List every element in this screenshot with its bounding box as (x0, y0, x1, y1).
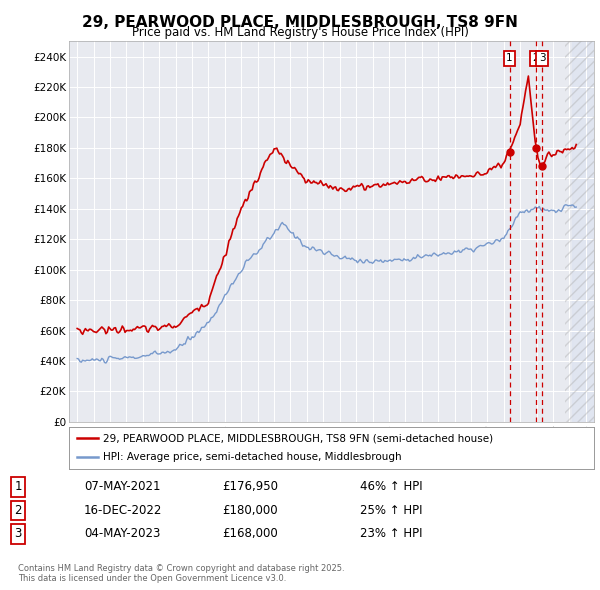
Text: 2: 2 (14, 504, 22, 517)
Text: 16-DEC-2022: 16-DEC-2022 (84, 504, 163, 517)
Text: HPI: Average price, semi-detached house, Middlesbrough: HPI: Average price, semi-detached house,… (103, 452, 402, 462)
Text: 1: 1 (14, 480, 22, 493)
Text: 2: 2 (533, 54, 539, 63)
Text: Contains HM Land Registry data © Crown copyright and database right 2025.
This d: Contains HM Land Registry data © Crown c… (18, 563, 344, 583)
Text: £168,000: £168,000 (222, 527, 278, 540)
Text: 07-MAY-2021: 07-MAY-2021 (84, 480, 161, 493)
Text: 29, PEARWOOD PLACE, MIDDLESBROUGH, TS8 9FN (semi-detached house): 29, PEARWOOD PLACE, MIDDLESBROUGH, TS8 9… (103, 433, 493, 443)
Text: Price paid vs. HM Land Registry's House Price Index (HPI): Price paid vs. HM Land Registry's House … (131, 26, 469, 39)
Text: 25% ↑ HPI: 25% ↑ HPI (360, 504, 422, 517)
Text: 46% ↑ HPI: 46% ↑ HPI (360, 480, 422, 493)
Text: 23% ↑ HPI: 23% ↑ HPI (360, 527, 422, 540)
Text: 29, PEARWOOD PLACE, MIDDLESBROUGH, TS8 9FN: 29, PEARWOOD PLACE, MIDDLESBROUGH, TS8 9… (82, 15, 518, 30)
Text: £176,950: £176,950 (222, 480, 278, 493)
Bar (565, 41, 594, 422)
Text: £180,000: £180,000 (222, 504, 278, 517)
Text: 1: 1 (506, 54, 513, 63)
Text: 3: 3 (539, 54, 545, 63)
Bar (572, 41, 594, 422)
Text: 3: 3 (14, 527, 22, 540)
Text: 04-MAY-2023: 04-MAY-2023 (84, 527, 160, 540)
